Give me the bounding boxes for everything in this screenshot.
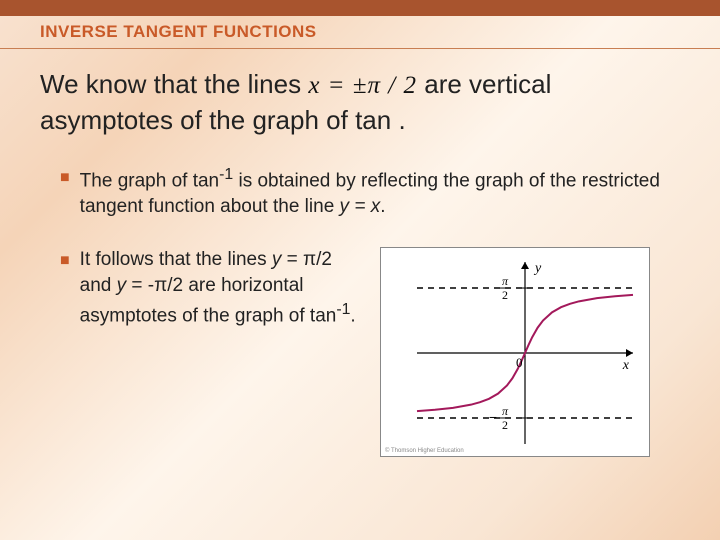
svg-text:y: y <box>533 261 542 276</box>
svg-text:π: π <box>502 274 509 288</box>
arctan-graph: π2π2−0xy © Thomson Higher Education <box>380 247 650 457</box>
bullet-text: It follows that the lines y = π/2 and y … <box>80 247 360 328</box>
bullet-marker-icon: ■ <box>60 167 70 189</box>
main-pre: We know that the lines <box>40 69 308 99</box>
bullet-item: ■ The graph of tan-1 is obtained by refl… <box>60 164 680 220</box>
svg-text:π: π <box>502 404 509 418</box>
main-formula: x = ±π / 2 <box>308 72 417 99</box>
slide-title: INVERSE TANGENT FUNCTIONS <box>0 16 720 46</box>
bullet-item: ■ It follows that the lines y = π/2 and … <box>60 247 360 328</box>
bullet-list: ■ The graph of tan-1 is obtained by refl… <box>0 138 720 458</box>
bullet-text: The graph of tan-1 is obtained by reflec… <box>80 164 680 220</box>
header-bar <box>0 0 720 16</box>
bullet-marker-icon: ■ <box>60 250 70 272</box>
svg-text:2: 2 <box>502 288 508 302</box>
svg-text:0: 0 <box>516 355 523 370</box>
graph-svg: π2π2−0xy <box>381 248 651 458</box>
svg-text:−: − <box>489 409 497 425</box>
graph-copyright: © Thomson Higher Education <box>385 448 464 454</box>
main-paragraph: We know that the lines x = ±π / 2 are ve… <box>0 49 720 138</box>
svg-text:x: x <box>622 358 630 373</box>
svg-text:2: 2 <box>502 418 508 432</box>
